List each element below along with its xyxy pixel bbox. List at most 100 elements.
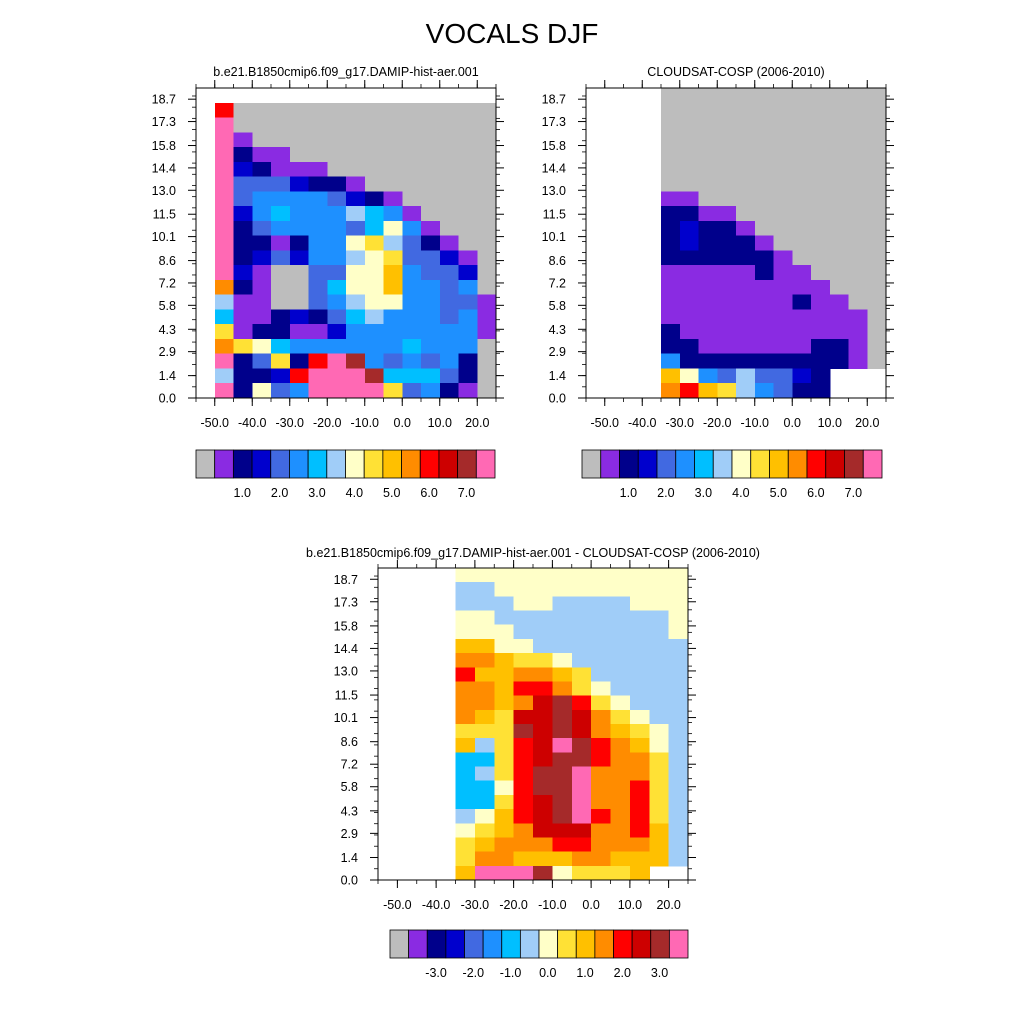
heatmap-cell	[233, 102, 253, 119]
y-tick-label: 14.4	[152, 161, 176, 175]
heatmap-cell	[591, 624, 611, 640]
heatmap-cell	[494, 709, 515, 725]
x-tick-label: -10.0	[741, 416, 770, 430]
heatmap-cell	[668, 794, 689, 810]
heatmap-cell	[571, 709, 592, 725]
heatmap-cell	[571, 823, 592, 838]
heatmap-cell	[214, 279, 234, 296]
heatmap-cell	[289, 383, 309, 399]
heatmap-cell	[346, 250, 366, 266]
heatmap-cell	[383, 338, 403, 355]
heatmap-cell	[271, 324, 291, 340]
heatmap-cell	[458, 176, 478, 192]
heatmap-cell	[754, 117, 774, 133]
x-tick-label: 10.0	[818, 416, 842, 430]
heatmap-cell	[477, 176, 497, 192]
heatmap-cell	[867, 265, 887, 281]
heatmap-cell	[402, 132, 422, 148]
heatmap-cell	[679, 250, 699, 266]
heatmap-cell	[214, 147, 234, 163]
heatmap-cell	[364, 102, 384, 119]
heatmap-cell	[698, 206, 718, 222]
y-tick-label: 15.8	[334, 619, 358, 633]
heatmap-cell	[829, 338, 849, 355]
heatmap-cell	[327, 338, 347, 355]
heatmap-cell	[439, 147, 459, 163]
heatmap-cell	[848, 176, 868, 192]
heatmap-cell	[811, 250, 831, 266]
heatmap-cell	[513, 851, 534, 867]
heatmap-cell	[848, 338, 868, 355]
heatmap-cell	[513, 780, 534, 796]
heatmap-cell	[383, 220, 403, 237]
heatmap-cell	[649, 582, 670, 597]
heatmap-cell	[289, 309, 309, 325]
y-tick-label: 8.6	[341, 735, 358, 749]
heatmap-cell	[792, 102, 812, 119]
colorbar-box	[382, 449, 402, 479]
heatmap-cell	[233, 265, 253, 281]
heatmap-cell	[458, 206, 478, 222]
heatmap-cell	[271, 220, 291, 237]
heatmap-cell	[610, 724, 631, 739]
heatmap-cell	[271, 309, 291, 325]
heatmap-cell	[811, 279, 831, 296]
heatmap-cell	[477, 294, 497, 310]
heatmap-cell	[552, 709, 573, 725]
heatmap-cell	[661, 309, 681, 325]
y-tick-label: 17.3	[334, 595, 358, 609]
heatmap-cell	[252, 117, 272, 133]
heatmap-cell	[591, 794, 611, 810]
heatmap-cell	[383, 265, 403, 281]
heatmap-cell	[252, 102, 272, 119]
heatmap-cell	[439, 250, 459, 266]
heatmap-cell	[629, 695, 650, 711]
heatmap-cell	[252, 161, 272, 178]
heatmap-cell	[252, 368, 272, 384]
heatmap-cell	[736, 235, 756, 251]
colorbar-box	[862, 449, 883, 479]
heatmap-cell	[754, 368, 774, 384]
heatmap-cell	[649, 709, 670, 725]
heatmap-cell	[591, 823, 611, 838]
heatmap-cell	[717, 250, 737, 266]
heatmap-cell	[552, 582, 573, 597]
heatmap-cell	[458, 250, 478, 266]
heatmap-cell	[233, 206, 253, 222]
heatmap-cell	[629, 653, 650, 668]
colorbar-box	[195, 449, 216, 479]
heatmap-cell	[867, 220, 887, 237]
heatmap-cell	[346, 279, 366, 296]
heatmap-cell	[792, 279, 812, 296]
colorbar-label: -2.0	[463, 966, 485, 980]
colorbar-box	[501, 929, 521, 959]
heatmap-cell	[848, 88, 868, 104]
colorbar-box	[307, 449, 328, 479]
heatmap-cell	[867, 250, 887, 266]
y-tick-label: 4.3	[159, 323, 176, 337]
heatmap-cell	[477, 250, 497, 266]
heatmap-cell	[533, 653, 553, 668]
heatmap-cell	[591, 610, 611, 626]
heatmap-cell	[214, 206, 234, 222]
heatmap-cell	[552, 653, 573, 668]
heatmap-cell	[754, 338, 774, 355]
y-tick-label: 13.0	[152, 184, 176, 198]
heatmap-cell	[364, 294, 384, 310]
heatmap-cell	[458, 191, 478, 207]
heatmap-cell	[629, 582, 650, 597]
heatmap-cell	[629, 610, 650, 626]
heatmap-cell	[214, 309, 234, 325]
heatmap-cell	[668, 837, 689, 853]
heatmap-cell	[455, 653, 476, 668]
colorbar-box	[594, 929, 614, 959]
y-tick-label: 0.0	[549, 392, 566, 406]
heatmap-cell	[754, 132, 774, 148]
heatmap-cell	[661, 147, 681, 163]
heatmap-cell	[233, 368, 253, 384]
heatmap-cell	[811, 191, 831, 207]
heatmap-cell	[698, 324, 718, 340]
heatmap-cell	[792, 88, 812, 104]
heatmap-cell	[552, 568, 573, 583]
heatmap-cell	[477, 235, 497, 251]
